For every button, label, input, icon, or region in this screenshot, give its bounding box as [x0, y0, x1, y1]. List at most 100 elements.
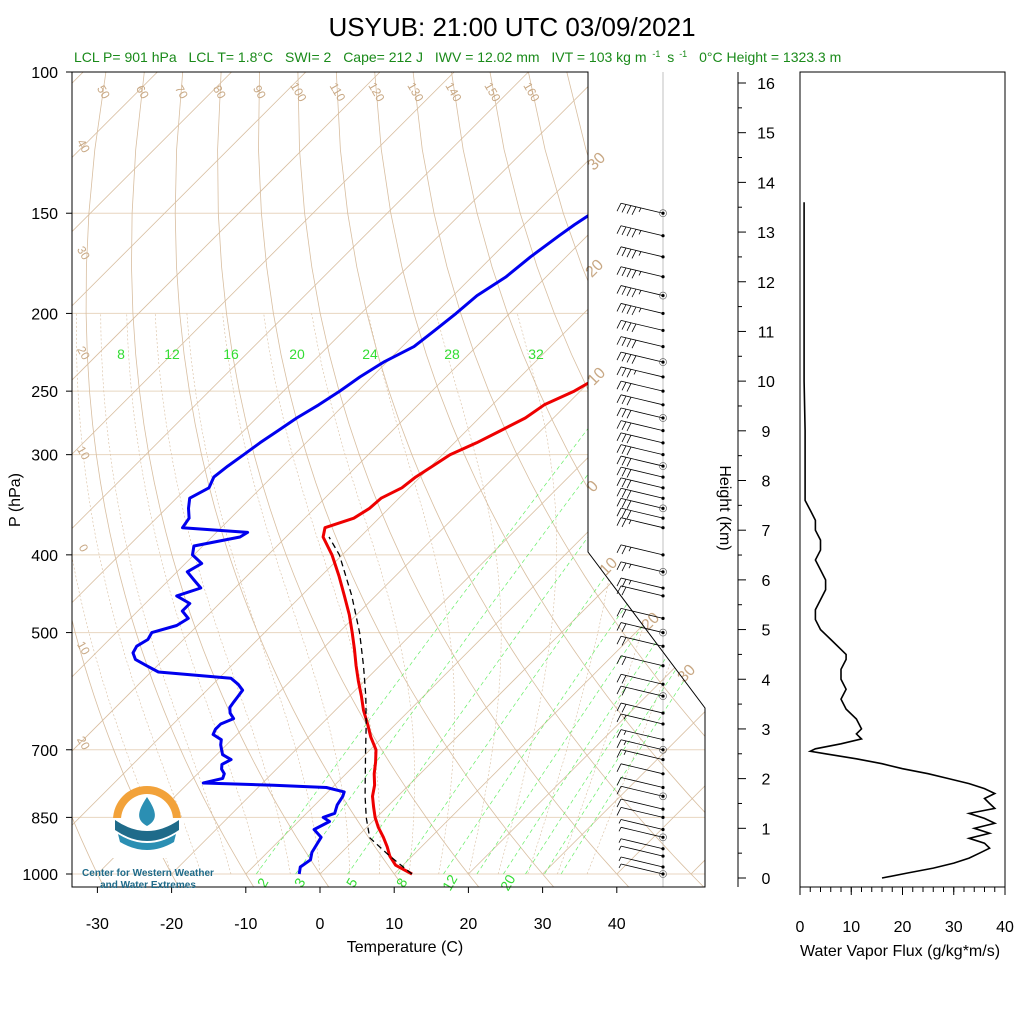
isotherm-label: 50 [94, 83, 113, 102]
barb-half-flag [618, 856, 622, 862]
flux-profile-line [803, 202, 998, 879]
barb-flag [631, 340, 637, 349]
barb-staff [620, 819, 664, 830]
barb-staff [620, 394, 664, 406]
flux-x-tick-label: 20 [894, 919, 912, 936]
mixing-ratio-label-bottom: 3 [291, 875, 309, 890]
mixing-ratio-label-top: 24 [362, 346, 378, 362]
barb-flag [621, 321, 627, 330]
dry-adiabat-line [412, 72, 705, 887]
barb-flag [616, 739, 622, 748]
info-iwv: IWV = 12.02 mm [435, 49, 540, 65]
barb-calm-circle [659, 833, 667, 842]
barb-flag [621, 395, 627, 405]
moist-adiabat-line [100, 313, 232, 875]
barb-flag [616, 777, 622, 786]
dry-adiabat-line [217, 72, 483, 887]
barb-staff [620, 635, 664, 647]
dry-adiabat-line [604, 72, 705, 887]
cw3e-logo: Center for Western Weather and Water Ext… [82, 786, 214, 891]
barb-calm-circle [659, 870, 667, 878]
isotherm-line [542, 72, 705, 875]
logo-drop-icon [139, 797, 155, 826]
barb-flag [621, 367, 627, 377]
height-tick-label: 8 [762, 474, 771, 491]
isotherm-label: 80 [210, 83, 229, 102]
height-tick-label: 11 [758, 324, 775, 341]
barb-staff [620, 420, 664, 432]
barb-half-flag [638, 271, 642, 276]
barb-staff [620, 585, 664, 597]
barb-staff [620, 544, 664, 556]
barb-flag [626, 469, 632, 478]
height-tick-label: 15 [757, 126, 775, 143]
barb-flag [621, 337, 627, 346]
isotherm-line [72, 72, 232, 875]
mixing-ratio-label-top: 8 [117, 346, 125, 362]
barb-dot [661, 865, 665, 869]
barb-flag [616, 266, 622, 275]
barb-flag [626, 410, 632, 419]
dry-adiabat-line [451, 72, 705, 887]
barb-staff [620, 863, 664, 875]
barb-flag [626, 500, 632, 509]
mixing-ratio-label-bottom: 8 [393, 875, 411, 890]
barb-flag [616, 507, 622, 517]
dry-adiabat-line [72, 72, 182, 887]
barb-flag [621, 675, 627, 684]
isotherm-label: 160 [520, 80, 542, 105]
dry-adiabat-line [297, 72, 633, 887]
dry-adiabat-line [335, 72, 705, 887]
height-tick-label: 3 [762, 722, 771, 739]
logo-wave-icon [115, 820, 179, 841]
barb-flag [621, 637, 627, 646]
dewpoint-profile-line [131, 211, 593, 875]
moist-adiabat-line [586, 313, 705, 875]
moist-adiabat-line [222, 313, 350, 875]
isotherm-label: 110 [327, 80, 349, 104]
barb-flag [616, 407, 622, 417]
info-lcl-p: LCL P= 901 hPa [74, 49, 177, 65]
barb-flag [616, 807, 622, 816]
dry-adiabat-line [374, 72, 705, 887]
isotherm-line [393, 72, 705, 875]
barb-staff [620, 713, 664, 725]
barb-flag [621, 468, 627, 477]
dry-adiabat-line [131, 72, 332, 887]
barb-flag [616, 498, 622, 507]
barb-flag [621, 457, 627, 466]
dry-adiabat-label: 20 [74, 734, 93, 753]
isotherm-label: 100 [287, 80, 309, 105]
barb-flag [626, 435, 632, 444]
barb-dot [661, 807, 665, 811]
p-tick-label: 250 [31, 384, 58, 401]
info-lcl-t: LCL T= 1.8°C [189, 49, 274, 65]
mixing-ratio-line [476, 390, 705, 875]
barb-flag [631, 355, 637, 364]
logo-line1: Center for Western Weather [82, 868, 214, 879]
isotherm-line [72, 72, 158, 875]
barb-flag [626, 354, 632, 363]
barb-flag [631, 206, 637, 215]
barb-calm-circle [659, 209, 667, 218]
isotherm-line [0, 72, 9, 874]
barb-flag [626, 446, 632, 456]
height-tick-label: 13 [757, 225, 775, 242]
skewt-ylabel: P (hPa) [7, 473, 24, 527]
barb-dot [661, 694, 665, 698]
barb-dot [661, 711, 665, 715]
barb-calm-circle [659, 568, 667, 576]
barb-calm-circle [659, 628, 667, 637]
barb-flag [621, 204, 627, 213]
info-cape: Cape= 212 J [343, 49, 423, 65]
info-line: LCL P= 901 hPa LCL T= 1.8°C SWI= 2 Cape=… [74, 44, 841, 65]
mixing-ratio-label-bottom: 12 [439, 872, 461, 894]
barb-staff [620, 466, 664, 478]
isotherm-line [72, 72, 455, 875]
barb-calm-circle [659, 414, 667, 422]
barb-staff [620, 507, 664, 519]
barb-flag [616, 477, 622, 487]
moist-adiabat-label: 0 [584, 478, 602, 496]
mixing-ratio-label-bottom: 20 [497, 872, 519, 894]
